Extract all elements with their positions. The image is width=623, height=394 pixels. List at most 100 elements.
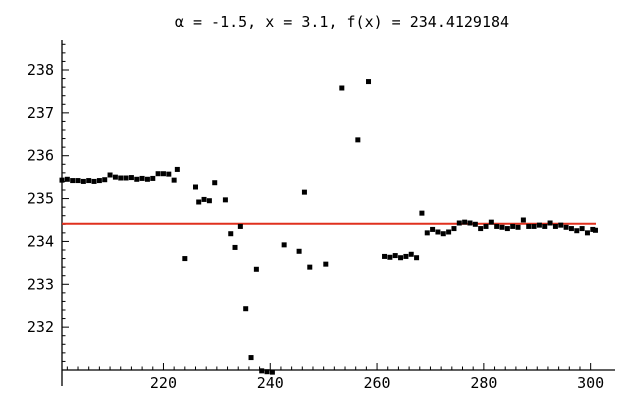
data-point <box>584 230 590 236</box>
data-point <box>579 226 585 232</box>
data-point <box>253 266 259 272</box>
y-tick-label: 232 <box>27 318 54 336</box>
data-point <box>166 171 172 177</box>
data-point <box>451 226 457 232</box>
data-point <box>558 222 564 228</box>
data-point <box>222 197 228 203</box>
data-point <box>440 231 446 237</box>
y-tick-label: 234 <box>27 232 54 250</box>
data-point <box>568 226 574 232</box>
data-point <box>430 226 436 232</box>
data-point <box>139 175 145 181</box>
x-tick-label: 240 <box>257 374 284 392</box>
data-point <box>382 253 388 259</box>
data-point <box>499 224 505 230</box>
data-point <box>259 368 265 374</box>
data-point <box>243 306 249 312</box>
data-point <box>128 175 134 181</box>
data-point <box>483 223 489 229</box>
data-point <box>237 223 243 229</box>
data-point <box>70 178 76 184</box>
data-point <box>387 254 393 260</box>
data-point <box>478 226 484 232</box>
x-tick-label: 280 <box>470 374 497 392</box>
data-point <box>488 219 494 225</box>
x-tick-label: 260 <box>364 374 391 392</box>
data-point <box>269 369 275 375</box>
data-point <box>193 184 198 190</box>
data-point <box>174 166 180 172</box>
data-point <box>424 230 430 236</box>
data-point <box>323 261 329 267</box>
data-point <box>307 264 313 270</box>
y-tick-label: 236 <box>27 147 54 165</box>
data-points <box>59 79 598 375</box>
data-point <box>403 253 409 259</box>
data-point <box>212 180 218 186</box>
data-point <box>574 228 580 234</box>
data-point <box>592 227 598 233</box>
y-tick-label: 238 <box>27 61 54 79</box>
data-point <box>392 253 398 259</box>
data-point <box>542 223 548 229</box>
data-point <box>446 229 452 235</box>
data-point <box>355 137 361 143</box>
data-point <box>494 223 500 229</box>
data-point <box>201 196 207 202</box>
data-point <box>91 178 97 184</box>
data-point <box>248 355 254 361</box>
y-tick-label: 235 <box>27 190 54 208</box>
data-point <box>134 176 140 182</box>
data-point <box>456 220 462 226</box>
data-point <box>552 223 558 229</box>
data-point <box>520 217 526 223</box>
data-point <box>206 198 212 204</box>
data-point <box>398 255 404 261</box>
data-point <box>102 177 108 183</box>
data-point <box>536 222 542 228</box>
data-point <box>160 171 166 177</box>
data-point <box>467 220 473 226</box>
x-tick-label: 220 <box>150 374 177 392</box>
data-point <box>563 224 569 230</box>
data-point <box>228 231 234 237</box>
data-point <box>435 229 441 235</box>
data-point <box>414 255 420 261</box>
data-point <box>296 248 302 254</box>
data-point <box>64 176 70 182</box>
data-point <box>123 175 129 181</box>
data-point <box>526 223 532 229</box>
data-point <box>264 369 270 375</box>
data-point <box>462 219 468 225</box>
data-point <box>531 223 537 229</box>
data-point <box>510 223 516 229</box>
data-point <box>75 178 81 184</box>
data-point <box>366 79 372 85</box>
data-point <box>419 210 425 216</box>
y-tick-label: 233 <box>27 275 54 293</box>
data-point <box>155 171 161 177</box>
data-point <box>118 175 124 181</box>
data-point <box>547 220 553 226</box>
data-point <box>472 221 478 227</box>
data-point <box>281 242 287 248</box>
data-point <box>144 176 150 182</box>
data-point <box>182 256 188 262</box>
data-point <box>339 85 345 91</box>
data-point <box>59 177 65 183</box>
data-point <box>150 175 156 181</box>
data-point <box>196 199 202 205</box>
data-point <box>515 224 521 230</box>
data-point <box>86 178 92 184</box>
data-point <box>504 226 510 232</box>
chart-title: α = -1.5, x = 3.1, f(x) = 234.4129184 <box>175 13 509 31</box>
data-point <box>301 189 307 195</box>
data-point <box>112 174 118 180</box>
x-tick-label: 300 <box>577 374 604 392</box>
data-point <box>408 251 414 257</box>
data-point <box>80 178 86 184</box>
data-point <box>171 177 177 183</box>
data-point <box>590 226 596 232</box>
data-point <box>96 178 102 184</box>
